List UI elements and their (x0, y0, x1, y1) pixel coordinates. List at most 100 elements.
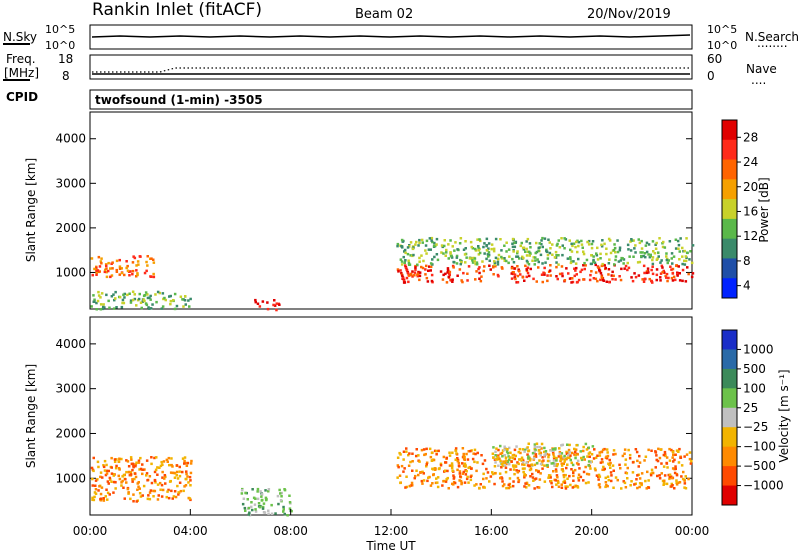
velocity-cell (554, 479, 557, 482)
velocity-cell (121, 479, 124, 483)
power-cell (600, 243, 603, 247)
power-cell (403, 261, 406, 264)
power-cell (487, 253, 491, 257)
power-cell (542, 271, 545, 274)
power-cell (581, 246, 584, 249)
velocity-cell (270, 512, 274, 515)
velocity-cell (437, 449, 440, 453)
power-cell (572, 260, 575, 263)
velocity-cell (156, 473, 159, 476)
power-cell (114, 290, 117, 294)
power-cell (577, 244, 580, 248)
velocity-cell (560, 483, 563, 486)
power-cell (102, 305, 105, 309)
power-cell (492, 249, 496, 253)
velocity-cell (511, 484, 515, 488)
velocity-cell (551, 449, 555, 452)
power-cell (459, 262, 462, 266)
power-cell (477, 247, 480, 250)
velocity-colorbar-tick-label: −100 (743, 440, 776, 454)
power-cell (526, 271, 530, 275)
velocity-cell (663, 453, 667, 456)
velocity-cell (681, 477, 685, 481)
velocity-cell (161, 463, 164, 466)
power-cell (105, 267, 108, 270)
velocity-cell (522, 470, 525, 474)
velocity-cell (552, 455, 556, 458)
power-cell (626, 268, 629, 272)
power-cell (446, 271, 449, 274)
velocity-cell (619, 467, 622, 470)
power-cell (650, 268, 653, 272)
power-cell (601, 262, 604, 266)
velocity-cell (565, 450, 568, 454)
power-cell (592, 258, 595, 262)
power-cell (567, 272, 570, 275)
velocity-cell (134, 464, 137, 468)
velocity-cell (124, 478, 127, 481)
velocity-cell (450, 466, 454, 470)
power-cell (463, 253, 467, 256)
nave-right-tick-top: 60 (707, 52, 722, 66)
velocity-cell (543, 480, 547, 483)
velocity-cell (683, 486, 686, 489)
velocity-cell (408, 452, 411, 455)
velocity-cell (570, 461, 573, 465)
velocity-cell (590, 453, 594, 456)
velocity-cell (158, 466, 161, 469)
velocity-cell (163, 477, 166, 480)
power-cell (169, 299, 173, 303)
velocity-cell (178, 465, 181, 469)
power-cell (607, 268, 611, 271)
power-cell (449, 239, 452, 242)
velocity-cell (550, 481, 553, 485)
power-cell (561, 272, 564, 275)
power-cell (110, 295, 114, 298)
velocity-cell (463, 481, 467, 484)
velocity-cell (136, 488, 139, 491)
power-cell (402, 277, 405, 280)
power-cell (600, 245, 604, 248)
velocity-cell (425, 463, 428, 466)
velocity-cell (598, 454, 602, 457)
velocity-cell (555, 456, 558, 460)
power-cell (138, 255, 142, 258)
power-cell (592, 255, 595, 258)
velocity-cell (521, 461, 525, 464)
velocity-cell (534, 477, 538, 480)
velocity-ylabel: Slant Range [km] (24, 364, 38, 468)
velocity-cell (278, 488, 281, 492)
velocity-cell (114, 466, 118, 470)
power-cell (657, 255, 660, 258)
velocity-cell (462, 452, 465, 456)
power-cell (149, 294, 152, 298)
velocity-cell (189, 484, 192, 487)
power-cell (637, 238, 640, 241)
velocity-cell (612, 486, 615, 489)
power-cell (444, 272, 447, 276)
power-cell (161, 292, 165, 295)
power-cell (478, 266, 481, 269)
power-cell (477, 245, 480, 248)
velocity-cell (91, 498, 94, 501)
power-cell (651, 262, 655, 266)
power-cell (105, 264, 108, 268)
power-cell (123, 296, 126, 299)
power-cell (681, 246, 684, 250)
power-cell (429, 269, 432, 272)
power-cell (503, 244, 506, 247)
power-cell (543, 273, 546, 276)
power-cell (539, 253, 543, 257)
velocity-cell (474, 452, 477, 456)
power-cell (691, 272, 695, 275)
power-cell (663, 271, 666, 274)
power-cell (105, 270, 108, 274)
freq-panel-frame (89, 54, 693, 80)
power-cell (146, 264, 149, 267)
power-cell (599, 278, 602, 282)
velocity-cell (185, 464, 189, 467)
velocity-cell (598, 451, 601, 454)
power-cell (455, 262, 459, 265)
velocity-cell (516, 461, 519, 464)
velocity-cell (500, 477, 504, 480)
